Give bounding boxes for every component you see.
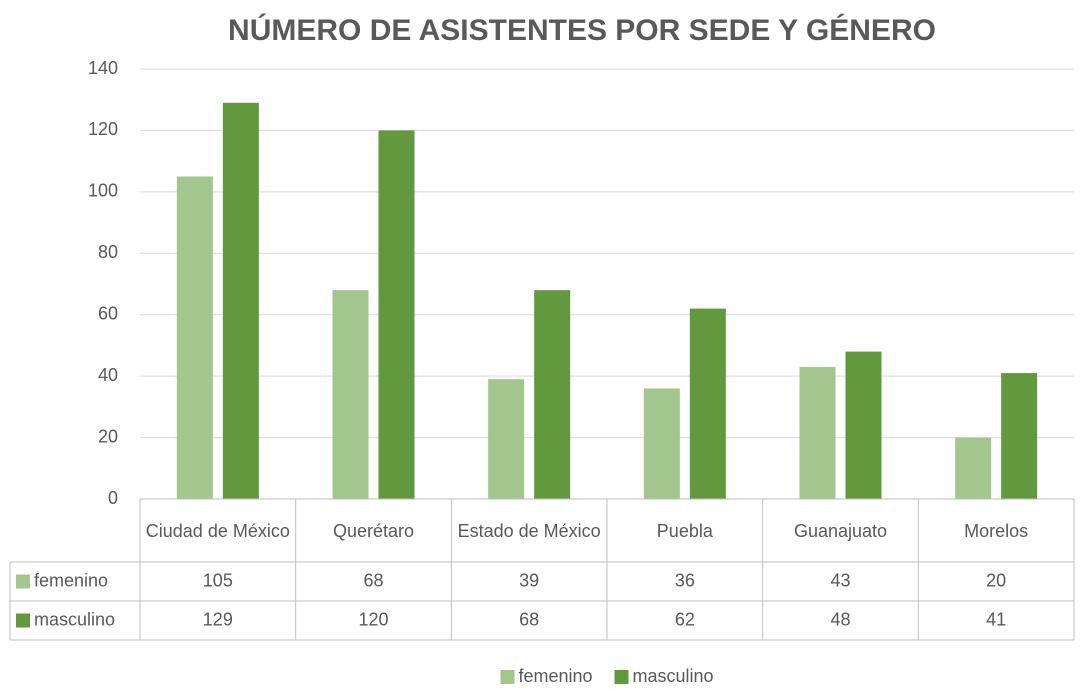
y-tick-label: 100 <box>88 181 118 201</box>
table-cell: 41 <box>986 609 1006 629</box>
table-cell: 68 <box>519 609 539 629</box>
bar <box>955 437 992 499</box>
table-cell: 129 <box>203 609 233 629</box>
bar <box>222 102 259 500</box>
table-row-label: femenino <box>34 570 108 590</box>
legend-swatch <box>614 670 629 684</box>
y-tick-label: 0 <box>108 488 118 508</box>
bar <box>176 176 213 499</box>
table-row-label: masculino <box>34 609 115 629</box>
x-tick-label-box: Estado de México <box>457 520 601 541</box>
legend: femenino masculino <box>500 666 714 686</box>
legend-swatch <box>500 670 515 684</box>
bar <box>332 290 369 499</box>
table-cell: 105 <box>203 570 233 590</box>
x-tick-label-box: Querétaro <box>332 520 414 541</box>
bar <box>643 388 680 499</box>
chart-title: NÚMERO DE ASISTENTES POR SEDE Y GÉNERO <box>228 13 936 47</box>
bar <box>534 290 571 499</box>
y-tick-label: 60 <box>98 303 118 323</box>
bar <box>488 379 525 499</box>
y-tick-label: 140 <box>88 58 118 78</box>
y-tick-label: 20 <box>98 426 118 446</box>
x-tick-label-box: Guanajuato <box>793 520 888 541</box>
table-cell: 39 <box>519 570 539 590</box>
bar <box>1001 373 1038 499</box>
legend-label: femenino <box>518 666 592 686</box>
x-tick-label: Morelos <box>964 520 1029 541</box>
x-tick-label: Estado de México <box>457 520 601 541</box>
legend-label: masculino <box>633 666 714 686</box>
x-tick-label: Guanajuato <box>793 520 888 541</box>
x-tick-label-box: Ciudad de México <box>145 520 290 541</box>
y-tick-label: 40 <box>98 365 118 385</box>
x-tick-label: Ciudad de México <box>145 520 290 541</box>
table-cell: 48 <box>830 609 850 629</box>
bar <box>799 366 836 499</box>
table-cell: 20 <box>986 570 1006 590</box>
x-tick-label: Puebla <box>656 520 713 541</box>
y-tick-label: 80 <box>98 242 118 262</box>
table-cell: 68 <box>363 570 383 590</box>
bar <box>378 130 415 499</box>
table-cell: 43 <box>830 570 850 590</box>
table-legend-swatch <box>16 613 30 628</box>
x-tick-label-box: Puebla <box>656 520 713 541</box>
table-legend-swatch <box>16 574 30 589</box>
x-tick-label: Querétaro <box>332 520 414 541</box>
table-cell: 36 <box>675 570 695 590</box>
table-cell: 120 <box>358 609 388 629</box>
bar <box>689 308 726 499</box>
y-tick-label: 120 <box>88 119 118 139</box>
table-cell: 62 <box>675 609 695 629</box>
bar <box>845 351 882 499</box>
x-tick-label-box: Morelos <box>964 520 1029 541</box>
